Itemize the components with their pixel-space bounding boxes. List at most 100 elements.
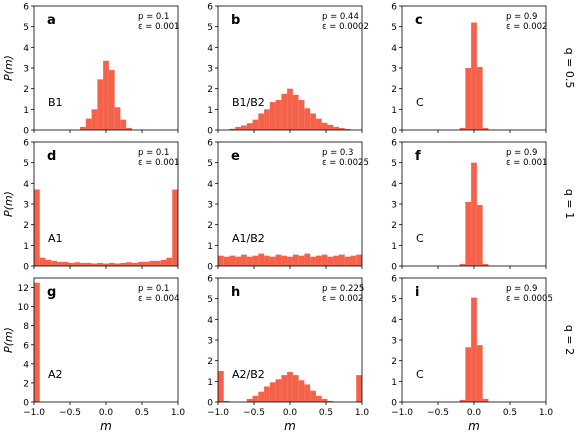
x-tick-label: −1.0 xyxy=(23,408,45,418)
histogram-bar xyxy=(51,260,58,266)
y-tick-label: 0 xyxy=(391,263,397,273)
histogram-bar xyxy=(57,261,63,266)
param-p: p = 0.1 xyxy=(138,148,169,158)
histogram-bar xyxy=(85,118,92,130)
histogram-bar xyxy=(338,127,345,130)
histogram-bar xyxy=(223,256,230,266)
histogram-bar xyxy=(310,113,316,130)
param-p: p = 0.44 xyxy=(322,12,359,22)
panel-letter: g xyxy=(47,285,56,300)
y-tick-label: 2 xyxy=(391,357,397,367)
y-tick-label: 1 xyxy=(391,106,397,116)
histogram-bar xyxy=(91,109,98,130)
histogram-bar xyxy=(34,282,40,402)
histogram-bar xyxy=(356,254,362,266)
panel-letter: h xyxy=(231,285,240,300)
x-tick-label: 0.0 xyxy=(283,408,298,418)
panel-g: 0 2 4 6 8 10 12 −1.0 −0.5 0.0 0.5 1.0 g p = 0.1ε = 0.… xyxy=(2,277,185,433)
histogram-bar xyxy=(327,256,334,266)
histogram-bar xyxy=(246,256,253,266)
histogram-bar xyxy=(281,93,288,130)
phase-label: C xyxy=(416,96,424,109)
y-tick-label: 12 xyxy=(18,284,29,294)
histogram-bar xyxy=(218,255,224,266)
y-tick-label: 3 xyxy=(391,337,397,347)
y-tick-label: 4 xyxy=(391,44,397,54)
row-label-q: q = 0.5 xyxy=(563,48,576,89)
y-tick-label: 3 xyxy=(207,65,213,75)
x-tick-label: 0.0 xyxy=(467,408,482,418)
row-label-q: q = 2 xyxy=(563,325,576,355)
histogram-bar xyxy=(126,127,132,130)
histogram-bar xyxy=(39,257,46,266)
y-tick-label: 3 xyxy=(391,65,397,75)
panel-d: 0 1 2 3 4 5 6 d p = 0.1ε = 0.001 A1 P(m) xyxy=(2,139,179,273)
y-tick-label: 3 xyxy=(207,201,213,211)
y-tick-label: 8 xyxy=(23,322,29,332)
y-tick-label: 1 xyxy=(207,106,213,116)
param-epsilon: ε = 0.0025 xyxy=(322,158,369,168)
y-tick-label: 5 xyxy=(23,23,29,33)
histogram-bar xyxy=(154,260,161,266)
histogram-bar xyxy=(80,126,86,130)
param-epsilon: ε = 0.0005 xyxy=(506,294,553,304)
histogram-bar xyxy=(241,254,247,266)
histogram-bar xyxy=(120,119,127,130)
histogram-bar xyxy=(281,255,288,266)
histogram-bar xyxy=(252,395,259,402)
y-tick-label: 5 xyxy=(23,159,29,169)
y-axis-label: P(m) xyxy=(2,327,15,353)
histogram-bar xyxy=(252,119,259,130)
histogram-bar xyxy=(287,88,293,130)
y-tick-label: 6 xyxy=(23,3,29,13)
y-tick-label: 5 xyxy=(391,159,397,169)
panel-f: 0 1 2 3 4 5 6 f p = 0.9ε = 0.001 C xyxy=(391,139,547,273)
param-epsilon: ε = 0.004 xyxy=(138,294,179,304)
y-tick-label: 4 xyxy=(207,316,213,326)
histogram-bar xyxy=(103,263,109,266)
histogram-bar xyxy=(275,100,282,130)
histogram-bar xyxy=(264,255,270,266)
y-tick-label: 0 xyxy=(391,399,397,409)
histogram-bar xyxy=(149,260,155,266)
y-tick-label: 6 xyxy=(391,275,397,285)
y-tick-label: 4 xyxy=(207,180,213,190)
histogram-bar xyxy=(459,127,466,130)
histogram-bar xyxy=(269,382,276,402)
x-tick-label: 0.5 xyxy=(135,408,149,418)
y-tick-label: 6 xyxy=(207,139,213,149)
histogram-bar xyxy=(476,205,483,266)
histogram-bar xyxy=(298,380,305,402)
histogram-bar xyxy=(114,107,121,130)
x-axis-label: m xyxy=(100,419,112,433)
param-epsilon: ε = 0.0002 xyxy=(322,22,369,32)
y-tick-label: 10 xyxy=(18,303,30,313)
histogram-bar xyxy=(321,254,328,266)
y-tick-label: 6 xyxy=(207,275,213,285)
y-tick-label: 4 xyxy=(23,44,29,54)
y-axis-label: P(m) xyxy=(2,191,15,217)
histogram-bar xyxy=(327,400,334,402)
y-tick-label: 6 xyxy=(207,3,213,13)
histogram-bar xyxy=(126,262,132,266)
histogram-bar xyxy=(269,102,276,130)
y-tick-label: 2 xyxy=(391,221,397,231)
y-tick-label: 1 xyxy=(207,378,213,388)
histogram-bar xyxy=(258,113,265,130)
y-tick-label: 0 xyxy=(207,127,213,137)
histogram-bar xyxy=(333,255,339,266)
y-tick-label: 1 xyxy=(207,242,213,252)
histogram-bar xyxy=(304,384,311,402)
panel-letter: d xyxy=(47,149,56,164)
histogram-bar xyxy=(459,263,466,266)
histogram-bar xyxy=(143,261,150,266)
histogram-bar xyxy=(235,126,242,130)
x-tick-label: 0.5 xyxy=(503,408,517,418)
y-tick-label: 5 xyxy=(207,23,213,33)
histogram-bar xyxy=(482,398,489,402)
phase-label: A2/B2 xyxy=(232,368,265,381)
histogram-bar xyxy=(465,347,472,402)
y-tick-label: 4 xyxy=(391,316,397,326)
histogram-bar xyxy=(315,255,322,266)
histogram-bar xyxy=(246,398,253,402)
